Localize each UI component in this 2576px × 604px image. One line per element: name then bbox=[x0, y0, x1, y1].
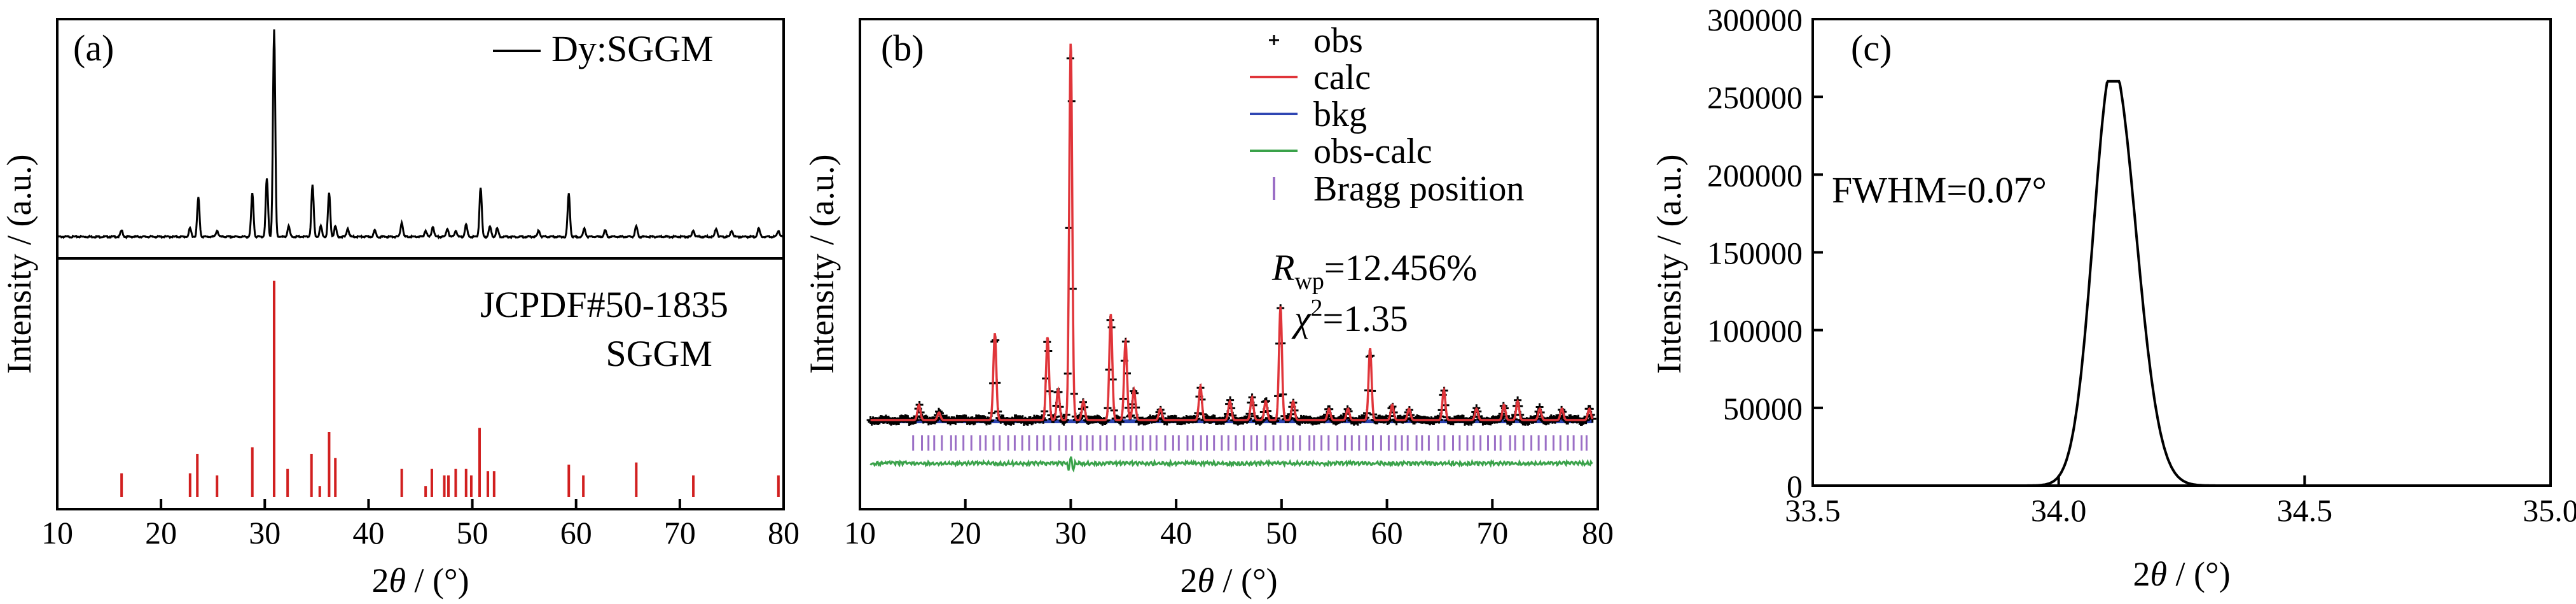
y-tick-label: 50000 bbox=[1723, 391, 1803, 426]
panel-label: (c) bbox=[1851, 27, 1892, 69]
panel-c: 0 50000 100000 150000 200000 250000 300000 33.5… bbox=[1650, 2, 2576, 593]
reference-label: SGGM bbox=[606, 333, 712, 374]
y-tick-label: 250000 bbox=[1707, 80, 1803, 115]
x-tick-label: 10 bbox=[844, 515, 876, 551]
series-line-dy-sggm bbox=[56, 29, 784, 240]
legend-marker-obs bbox=[1269, 35, 1279, 45]
x-tick-label: 33.5 bbox=[1785, 493, 1841, 528]
y-axis-label: Intensity / (a.u.) bbox=[1650, 155, 1688, 374]
annotation-rwp: Rwp=12.456% bbox=[1271, 247, 1477, 295]
series-line-calc bbox=[870, 43, 1594, 421]
y-tick-label: 100000 bbox=[1707, 313, 1803, 349]
series-line-peak bbox=[1813, 80, 2551, 487]
plot-frame bbox=[859, 18, 1599, 510]
annotation-fwhm: FWHM=0.07° bbox=[1832, 169, 2047, 211]
x-tick-label: 20 bbox=[950, 515, 981, 551]
x-tick-label: 70 bbox=[664, 515, 696, 551]
y-tick-label: 300000 bbox=[1707, 2, 1803, 38]
plot-frame bbox=[56, 18, 785, 510]
x-axis-label: 2θ / (°) bbox=[1180, 561, 1277, 600]
x-tick-label: 20 bbox=[145, 515, 177, 551]
panel-a: Dy:SGGM JCPDF#50-1835 SGGM (a) 10 20 30 40 50 60 7… bbox=[0, 18, 800, 600]
panel-label: (a) bbox=[73, 27, 114, 69]
x-tick-label: 35.0 bbox=[2523, 493, 2576, 528]
legend-label: calc bbox=[1313, 58, 1371, 97]
x-tick-label: 40 bbox=[1160, 515, 1192, 551]
x-tick-label: 60 bbox=[1371, 515, 1403, 551]
y-tick-label: 0 bbox=[1787, 468, 1803, 504]
series-bragg-positions bbox=[912, 435, 1588, 451]
series-line-obs-calc bbox=[869, 456, 1593, 473]
x-tick-label: 10 bbox=[41, 515, 73, 551]
series-markers-obs bbox=[866, 54, 1596, 426]
y-axis-label: Intensity / (a.u.) bbox=[803, 155, 841, 374]
x-tick-label: 34.0 bbox=[2031, 493, 2087, 528]
x-axis-label: 2θ / (°) bbox=[371, 561, 469, 600]
x-tick-label: 70 bbox=[1476, 515, 1508, 551]
x-tick-label: 34.5 bbox=[2277, 493, 2333, 528]
x-tick-label: 50 bbox=[1266, 515, 1298, 551]
annotation-chi2: χ2=1.35 bbox=[1291, 295, 1408, 339]
legend-label: bkg bbox=[1313, 95, 1367, 134]
reference-label: JCPDF#50-1835 bbox=[480, 284, 728, 325]
x-tick-label: 80 bbox=[1582, 515, 1614, 551]
legend-label: obs-calc bbox=[1313, 132, 1432, 171]
y-tick-label: 150000 bbox=[1707, 235, 1803, 271]
x-tick-label: 30 bbox=[249, 515, 280, 551]
x-tick-label: 80 bbox=[768, 515, 800, 551]
x-tick-label: 60 bbox=[560, 515, 592, 551]
y-axis-label: Intensity / (a.u.) bbox=[0, 155, 38, 374]
x-tick-label: 40 bbox=[352, 515, 384, 551]
x-tick-label: 30 bbox=[1055, 515, 1086, 551]
x-tick-label: 50 bbox=[457, 515, 488, 551]
plot-frame bbox=[1811, 18, 2552, 487]
legend-label: obs bbox=[1313, 21, 1363, 60]
y-tick-label: 200000 bbox=[1707, 157, 1803, 193]
panel-label: (b) bbox=[881, 27, 924, 69]
legend-label: Bragg position bbox=[1313, 169, 1524, 209]
legend-label: Dy:SGGM bbox=[551, 28, 714, 69]
x-axis-label: 2θ / (°) bbox=[2133, 555, 2230, 593]
